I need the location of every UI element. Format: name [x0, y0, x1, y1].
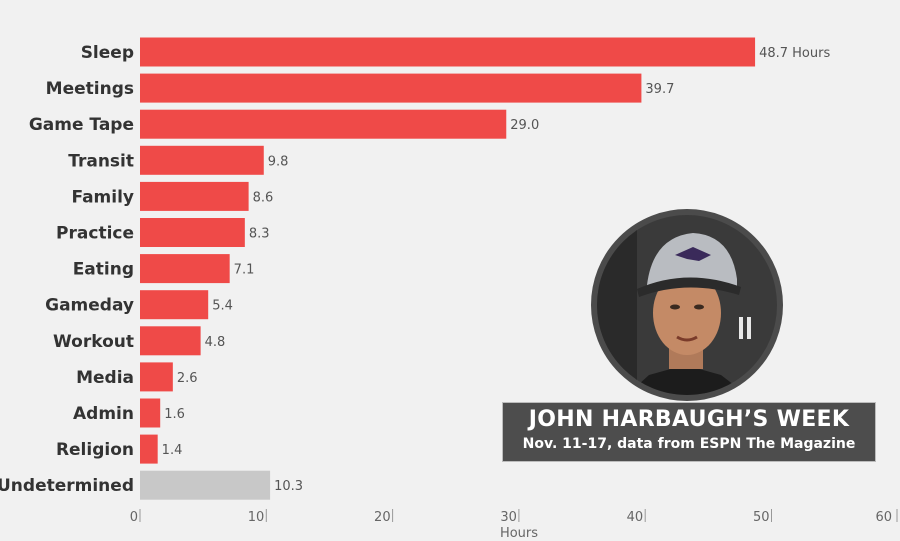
- x-tick-label-10: 10: [248, 510, 265, 525]
- x-tick-label-20: 20: [374, 510, 391, 525]
- value-label-family: 8.6: [253, 190, 274, 205]
- category-label-religion: Religion: [56, 440, 134, 460]
- category-label-transit: Transit: [68, 151, 134, 171]
- value-label-workout: 4.8: [205, 335, 226, 350]
- x-tick-label-60: 60: [875, 510, 892, 525]
- category-label-gameday: Gameday: [45, 296, 134, 316]
- x-tick-label-40: 40: [627, 510, 644, 525]
- bar-game-tape: [140, 109, 507, 139]
- bar-sleep: [140, 37, 756, 67]
- portrait-photo: [591, 209, 783, 401]
- x-axis: 0 10 20 30 40 50 60: [130, 509, 898, 525]
- category-label-family: Family: [71, 187, 134, 207]
- category-label-game-tape: Game Tape: [29, 115, 134, 135]
- value-label-sleep: 48.7 Hours: [759, 46, 830, 61]
- bar-practice: [140, 218, 245, 247]
- bar-workout: [140, 326, 201, 356]
- value-labels: 48.7 Hours 39.7 29.0 9.8 8.6 8.3 7.1 5.4 4.8 2.6 1…: [162, 46, 831, 494]
- category-label-sleep: Sleep: [81, 43, 134, 63]
- value-label-undetermined: 10.3: [274, 479, 303, 494]
- bar-admin: [140, 398, 161, 428]
- bar-family: [140, 181, 249, 211]
- category-labels: Sleep Meetings Game Tape Transit Family Pract…: [0, 43, 134, 496]
- bars-group: [140, 37, 756, 500]
- bar-religion: [140, 434, 158, 464]
- value-label-gameday: 5.4: [212, 299, 233, 314]
- value-label-eating: 7.1: [234, 263, 255, 278]
- raven-logo-icon: [675, 247, 711, 261]
- caption-title: JOHN HARBAUGH’S WEEK: [528, 407, 850, 432]
- bar-undetermined: [140, 470, 271, 500]
- x-axis-title: Hours: [500, 526, 538, 541]
- bar-media: [140, 362, 173, 392]
- x-tick-label-50: 50: [753, 510, 770, 525]
- bar-meetings: [140, 73, 642, 103]
- category-label-workout: Workout: [53, 332, 134, 352]
- value-label-transit: 9.8: [268, 154, 289, 169]
- value-label-admin: 1.6: [164, 407, 185, 422]
- x-tick-label-30: 30: [500, 510, 517, 525]
- caption-subtitle: Nov. 11-17, data from ESPN The Magazine: [522, 436, 856, 452]
- value-label-practice: 8.3: [249, 227, 270, 242]
- category-label-admin: Admin: [73, 404, 134, 424]
- value-label-game-tape: 29.0: [510, 118, 539, 133]
- bar-eating: [140, 254, 230, 284]
- bar-transit: [140, 145, 264, 175]
- bar-gameday: [140, 290, 209, 320]
- value-label-religion: 1.4: [162, 443, 183, 458]
- value-label-media: 2.6: [177, 371, 198, 386]
- x-tick-label-0: 0: [130, 510, 138, 525]
- category-label-undetermined: Undetermined: [0, 476, 134, 496]
- caption-box: JOHN HARBAUGH’S WEEK Nov. 11-17, data fr…: [502, 402, 876, 462]
- category-label-practice: Practice: [56, 224, 134, 244]
- category-label-meetings: Meetings: [46, 79, 134, 99]
- portrait-illustration: [597, 215, 777, 395]
- category-label-eating: Eating: [73, 260, 134, 280]
- category-label-media: Media: [76, 368, 134, 388]
- value-label-meetings: 39.7: [645, 82, 674, 97]
